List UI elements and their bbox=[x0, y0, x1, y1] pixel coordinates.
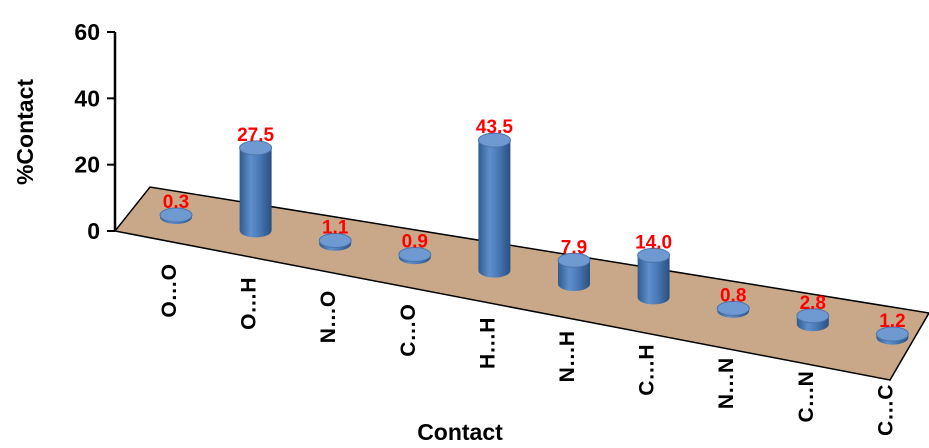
chart-floor bbox=[113, 186, 929, 381]
x-axis-tick-labels: O…O O…H N…O C…O H…H N…H C…H N…N C…N C…C bbox=[158, 264, 897, 436]
x-tick-label: H…H bbox=[476, 318, 499, 369]
data-label: 2.8 bbox=[800, 293, 826, 314]
bar-top bbox=[796, 308, 830, 324]
bar bbox=[716, 300, 750, 318]
y-axis-title: %Contact bbox=[12, 79, 38, 185]
x-tick-label: O…H bbox=[238, 277, 261, 330]
bar-top bbox=[159, 207, 193, 223]
data-label: 43.5 bbox=[476, 117, 513, 138]
bar-top bbox=[398, 247, 432, 262]
x-axis-title: Contact bbox=[417, 419, 503, 445]
data-label: 1.2 bbox=[879, 311, 905, 332]
x-tick-label: N…H bbox=[556, 331, 579, 382]
x-tick-label: C…O bbox=[397, 304, 420, 357]
x-tick-label: C…C bbox=[874, 385, 897, 436]
data-label: 0.9 bbox=[402, 232, 428, 253]
bar-top bbox=[557, 252, 591, 268]
y-tick-label: 40 bbox=[74, 85, 100, 111]
bar bbox=[796, 308, 830, 332]
bar bbox=[318, 233, 352, 251]
x-tick-label: O…O bbox=[158, 264, 181, 318]
y-axis-ticks: 0 20 40 60 bbox=[74, 19, 115, 244]
bar bbox=[875, 326, 909, 345]
bar-series bbox=[159, 132, 909, 345]
bar bbox=[477, 132, 511, 278]
bar-top bbox=[239, 140, 273, 156]
y-tick-label: 60 bbox=[74, 19, 100, 45]
y-tick-label: 20 bbox=[74, 152, 100, 178]
x-tick-label: C…N bbox=[795, 371, 818, 422]
data-label: 27.5 bbox=[237, 125, 274, 146]
bar-body bbox=[637, 255, 670, 305]
bar bbox=[159, 207, 193, 224]
x-tick-label: N…O bbox=[317, 291, 340, 344]
bar bbox=[557, 252, 591, 291]
data-label: 0.8 bbox=[720, 285, 746, 306]
bar-top bbox=[318, 233, 352, 248]
data-label: 1.1 bbox=[322, 218, 349, 239]
x-tick-label: C…H bbox=[636, 344, 659, 395]
bar bbox=[239, 140, 273, 238]
bar-top bbox=[477, 132, 511, 148]
bar-body bbox=[478, 140, 511, 278]
bar-body bbox=[558, 260, 590, 291]
data-label: 0.3 bbox=[163, 192, 189, 213]
x-tick-label: N…N bbox=[715, 358, 738, 409]
y-tick-label: 0 bbox=[87, 218, 100, 244]
bar bbox=[398, 247, 432, 265]
bar-top bbox=[716, 300, 750, 316]
bar-top bbox=[637, 247, 671, 263]
data-label: 14.0 bbox=[635, 232, 672, 253]
data-labels: 0.3 27.5 1.1 0.9 43.5 7.9 14.0 0.8 2.8 1.2 bbox=[163, 117, 906, 332]
bar bbox=[637, 247, 671, 305]
data-label: 7.9 bbox=[561, 237, 587, 258]
bar-top bbox=[875, 326, 909, 342]
bar-body bbox=[239, 147, 272, 238]
